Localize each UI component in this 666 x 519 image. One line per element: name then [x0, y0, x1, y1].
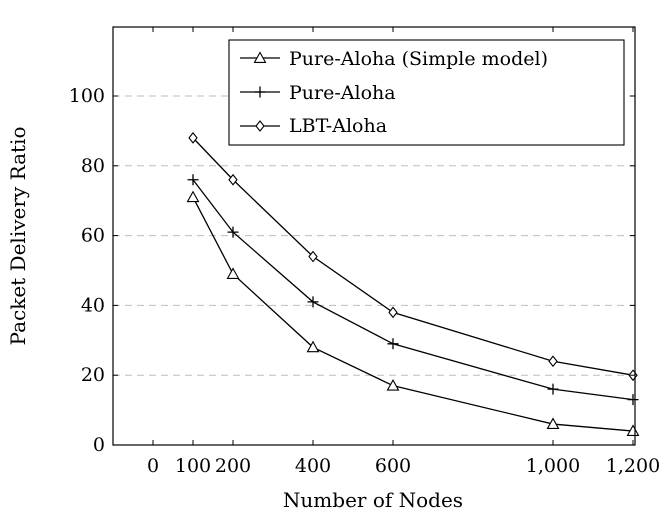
x-tick-label: 1,200: [606, 455, 660, 477]
legend-box: [228, 39, 625, 146]
series-line-2: [192, 137, 634, 376]
data-point: [228, 173, 238, 186]
x-tick-label: 0: [147, 455, 159, 477]
x-tick-label: 200: [215, 455, 251, 477]
x-tick-label: 100: [175, 455, 211, 477]
data-point: [188, 131, 198, 144]
legend-label-lbt-aloha: LBT-Aloha: [289, 115, 387, 137]
data-point: [386, 379, 400, 391]
data-point: [546, 417, 560, 430]
legend-label-pure-aloha-simple: Pure-Aloha (Simple model): [289, 48, 548, 70]
data-point: [306, 340, 320, 353]
y-tick-label: 40: [81, 294, 105, 316]
legend-marker-2: [255, 120, 265, 132]
y-tick-label: 100: [69, 85, 105, 107]
y-tick-label: 60: [81, 225, 105, 247]
y-axis-title: Packet Delivery Ratio: [6, 127, 30, 346]
x-tick-label: 600: [375, 455, 411, 477]
series-1: [187, 174, 639, 406]
data-point: [548, 355, 558, 368]
y-tick-label: 80: [81, 155, 105, 177]
series-layer: [186, 131, 640, 436]
data-point: [226, 267, 240, 279]
data-point: [227, 226, 239, 238]
data-point: [307, 296, 319, 308]
legend-symbols: [240, 51, 280, 132]
y-tick-label: 0: [93, 434, 105, 456]
x-axis-title: Number of Nodes: [283, 488, 463, 512]
x-tick-label: 400: [295, 455, 331, 477]
data-point: [187, 174, 199, 186]
series-line-1: [192, 179, 634, 401]
legend-marker-1: [254, 86, 266, 98]
data-point: [308, 250, 318, 263]
legend-marker-0: [253, 51, 267, 63]
series-0: [186, 190, 640, 436]
data-point: [388, 306, 398, 319]
data-point: [627, 394, 639, 406]
data-point: [626, 424, 640, 436]
legend: Pure-Aloha (Simple model) Pure-Aloha LBT…: [228, 39, 625, 146]
series-2: [188, 131, 638, 382]
y-tick-label: 20: [81, 364, 105, 386]
series-line-0: [192, 196, 634, 432]
legend-label-pure-aloha: Pure-Aloha: [289, 82, 396, 104]
data-point: [186, 190, 200, 203]
data-point: [387, 338, 399, 350]
data-point: [547, 383, 559, 395]
x-tick-label: 1,000: [526, 455, 580, 477]
